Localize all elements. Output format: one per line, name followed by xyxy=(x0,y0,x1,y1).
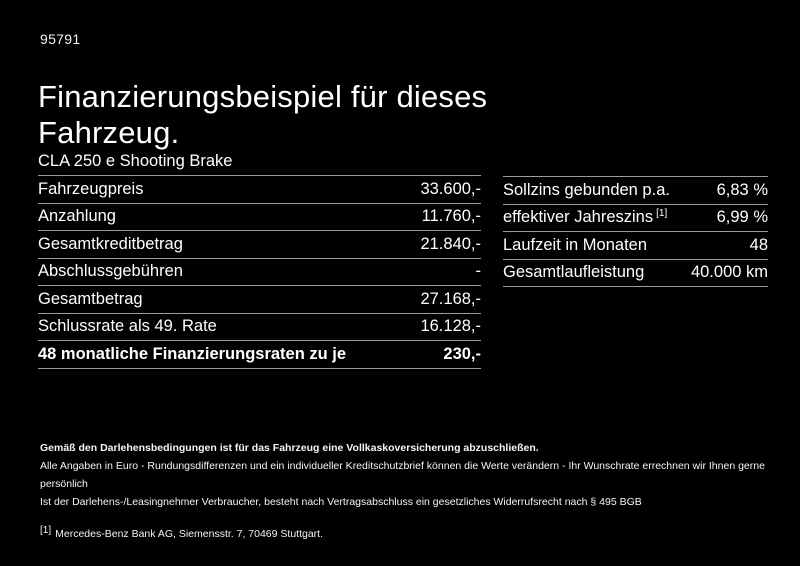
row-label: Anzahlung xyxy=(38,207,116,226)
table-row-monatsrate: 48 monatliche Finanzierungsraten zu je 2… xyxy=(38,341,481,369)
row-label: Gesamtbetrag xyxy=(38,289,143,308)
row-label: Schlussrate als 49. Rate xyxy=(38,317,217,336)
table-row-sollzins: Sollzins gebunden p.a. 6,83 % xyxy=(503,177,768,205)
legal-footer: Gemäß den Darlehensbedingungen ist für d… xyxy=(40,439,770,543)
table-row-gesamtbetrag: Gesamtbetrag 27.168,- xyxy=(38,286,481,314)
row-label: Abschlussgebühren xyxy=(38,262,183,281)
page-title: Finanzierungsbeispiel für dieses Fahrzeu… xyxy=(38,78,488,150)
bank-footnote: [1] Mercedes-Benz Bank AG, Siemensstr. 7,… xyxy=(40,525,770,543)
insurance-requirement-note: Gemäß den Darlehensbedingungen ist für d… xyxy=(40,442,539,454)
row-label: Laufzeit in Monaten xyxy=(503,235,648,254)
footnote-marker: [1] xyxy=(656,207,668,219)
table-row-anzahlung: Anzahlung 11.760,- xyxy=(38,204,481,231)
table-row-schlussrate: Schlussrate als 49. Rate 16.128,- xyxy=(38,314,481,341)
table-row-gesamtlaufleistung: Gesamtlaufleistung 40.000 km xyxy=(503,260,768,287)
row-label: Gesamtlaufleistung xyxy=(503,263,645,282)
row-label: 48 monatliche Finanzierungsraten zu je xyxy=(38,344,347,363)
document-number: 95791 xyxy=(40,31,81,47)
footnote-marker: [1] xyxy=(40,524,52,536)
row-value: 11.760,- xyxy=(421,207,481,226)
row-label: Gesamtkreditbetrag xyxy=(38,234,183,253)
row-value: 48 xyxy=(749,235,768,254)
vehicle-model: CLA 250 e Shooting Brake xyxy=(38,152,233,170)
financing-table: CLA 250 e Shooting Brake Fahrzeugpreis 3… xyxy=(38,150,481,369)
row-label: Fahrzeugpreis xyxy=(38,179,144,198)
table-row-gesamtkreditbetrag: Gesamtkreditbetrag 21.840,- xyxy=(38,231,481,259)
footnote-text: Mercedes-Benz Bank AG, Siemensstr. 7, 70… xyxy=(55,528,324,540)
row-value: 6,99 % xyxy=(716,208,768,227)
table-row-laufzeit: Laufzeit in Monaten 48 xyxy=(503,232,768,260)
euro-note: Alle Angaben in Euro - Rundungsdifferenz… xyxy=(40,460,765,490)
row-value: 33.600,- xyxy=(420,179,481,198)
row-value: 21.840,- xyxy=(420,234,481,253)
row-value: 230,- xyxy=(443,344,481,363)
conditions-table: Sollzins gebunden p.a. 6,83 % effektiver… xyxy=(503,176,768,287)
table-row-effektiver-jahreszins: effektiver Jahreszins [1] 6,99 % xyxy=(503,205,768,232)
row-value: 40.000 km xyxy=(690,263,768,282)
row-label-text: effektiver Jahreszins xyxy=(503,208,654,227)
vehicle-model-row: CLA 250 e Shooting Brake xyxy=(38,150,481,176)
row-value: - xyxy=(475,262,482,281)
table-row-abschlussgebuehren: Abschlussgebühren - xyxy=(38,259,482,286)
withdrawal-right-note: Ist der Darlehens-/Leasingnehmer Verbrau… xyxy=(40,496,642,508)
row-label: effektiver Jahreszins [1] xyxy=(503,208,667,227)
row-value: 27.168,- xyxy=(420,289,481,308)
table-row-fahrzeugpreis: Fahrzeugpreis 33.600,- xyxy=(38,176,481,204)
row-value: 6,83 % xyxy=(716,180,768,199)
row-label: Sollzins gebunden p.a. xyxy=(503,180,670,199)
row-value: 16.128,- xyxy=(420,317,481,336)
